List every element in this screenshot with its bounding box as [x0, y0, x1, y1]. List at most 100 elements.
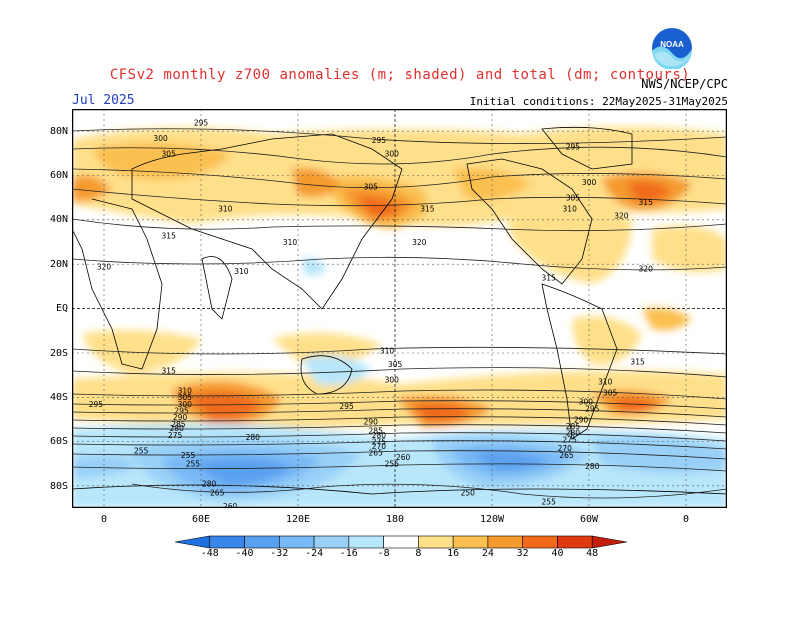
- contour-label: 270: [558, 444, 573, 453]
- colorbar-segment: [557, 535, 593, 549]
- colorbar-tick-label: -24: [305, 548, 324, 559]
- contour-label: 315: [162, 231, 177, 240]
- contour-label: 315: [420, 205, 435, 214]
- contour-label: 300: [153, 134, 168, 143]
- contour-label: 315: [630, 358, 645, 367]
- colorbar-tick-label: -40: [235, 548, 254, 559]
- colorbar-segment: [383, 535, 419, 549]
- anomaly-shading: [72, 126, 727, 508]
- contour-label: 310: [380, 347, 395, 356]
- contour-label: 280: [372, 431, 387, 440]
- lat-label-20n: 20N: [49, 259, 68, 270]
- lon-label-60w: 60W: [579, 514, 599, 525]
- contour-label: 265: [559, 451, 574, 460]
- contour-label: 305: [162, 149, 177, 158]
- lon-label-180: 180: [385, 514, 405, 525]
- contour-label: 280: [566, 429, 581, 438]
- contour-label: 260: [396, 453, 411, 462]
- contour-label: 310: [234, 267, 249, 276]
- colorbar-tick-label: 40: [551, 548, 564, 559]
- organization-label: NWS/NCEP/CPC: [641, 77, 728, 91]
- contour-label: 295: [339, 402, 354, 411]
- contour-label: 290: [173, 413, 188, 422]
- colorbar-segment: [209, 535, 245, 549]
- contour-label: 320: [639, 265, 654, 274]
- contour-label: 300: [385, 375, 400, 384]
- colorbar-tick-label: 24: [481, 548, 494, 559]
- colorbar-tick-label: 48: [586, 548, 599, 559]
- contour-label: 305: [603, 389, 618, 398]
- colorbar-segment: [591, 535, 627, 549]
- lat-label-80s: 80S: [49, 481, 68, 492]
- contour-label: 275: [372, 438, 387, 447]
- contour-label: 300: [385, 149, 400, 158]
- contour-labels: 2953003052953003053103153103103203153202…: [89, 118, 653, 508]
- colorbar-tick-label: -48: [200, 548, 219, 559]
- initial-conditions: Initial conditions: 22May2025-31May2025: [469, 95, 728, 108]
- lon-label-60e: 60E: [191, 514, 211, 525]
- contour-label: 320: [412, 238, 427, 247]
- colorbar-segment: [452, 535, 489, 549]
- colorbar-segment: [175, 535, 211, 549]
- colorbar-segment: [418, 535, 454, 549]
- contour-label: 305: [388, 360, 403, 369]
- contour-label: 310: [598, 378, 613, 387]
- contour-label: 255: [186, 460, 201, 469]
- contour-label: 280: [202, 480, 217, 489]
- lat-label-80n: 80N: [49, 126, 68, 137]
- contour-label: 295: [372, 136, 387, 145]
- noaa-logo-text: NOAA: [660, 40, 684, 49]
- contour-label: 295: [194, 118, 209, 127]
- lon-label-0-east: 0: [682, 514, 690, 525]
- colorbar: [175, 535, 627, 549]
- contour-label: 280: [170, 424, 185, 433]
- height-contours: [72, 128, 727, 499]
- contour-label: 315: [162, 367, 177, 376]
- contour-label: 320: [97, 262, 112, 271]
- lat-label-60s: 60S: [49, 436, 68, 447]
- contour-label: 295: [174, 407, 189, 416]
- contour-label: 305: [178, 393, 193, 402]
- colorbar-tick-label: 16: [447, 548, 460, 559]
- contour-label: 295: [89, 400, 104, 409]
- lat-label-eq: EQ: [55, 303, 68, 314]
- contour-label: 300: [582, 178, 597, 187]
- lat-label-40n: 40N: [49, 214, 68, 225]
- coastlines: [72, 126, 727, 495]
- colorbar-segment: [244, 535, 280, 549]
- contour-label: 295: [566, 143, 581, 152]
- colorbar-segment: [487, 535, 523, 549]
- lat-label-40s: 40S: [49, 392, 68, 403]
- colorbar-tick-label: -16: [339, 548, 358, 559]
- contour-label: 305: [364, 183, 379, 192]
- forecast-period: Jul 2025: [72, 93, 135, 108]
- contour-label: 260: [223, 502, 238, 508]
- contour-label: 265: [369, 449, 384, 458]
- contour-label: 255: [134, 446, 149, 455]
- noaa-logo-icon: NOAA: [652, 28, 693, 69]
- lat-label-60n: 60N: [49, 170, 68, 181]
- contour-label: 275: [563, 435, 578, 444]
- colorbar-segment: [279, 535, 315, 549]
- contour-label: 310: [178, 387, 193, 396]
- lon-label-120e: 120E: [285, 514, 311, 525]
- colorbar-tick-label: -8: [377, 548, 390, 559]
- contour-label: 295: [585, 404, 600, 413]
- contour-label: 270: [372, 442, 387, 451]
- colorbar-tick-label: 32: [516, 548, 529, 559]
- contour-label: 280: [246, 433, 261, 442]
- contour-label: 256: [385, 460, 400, 469]
- lon-label-0: 0: [100, 514, 108, 525]
- contour-label: 315: [639, 198, 654, 207]
- contour-label: 280: [585, 462, 600, 471]
- contour-label: 285: [369, 426, 384, 435]
- contour-label: 290: [574, 415, 589, 424]
- contour-label: 285: [171, 420, 186, 429]
- colorbar-tick-label: 8: [415, 548, 422, 559]
- contour-label: 255: [542, 497, 557, 506]
- colorbar-tick-label: -32: [270, 548, 289, 559]
- lon-label-120w: 120W: [479, 514, 505, 525]
- colorbar-segment: [522, 535, 558, 549]
- contour-label: 250: [461, 489, 476, 498]
- lat-label-20s: 20S: [49, 348, 68, 359]
